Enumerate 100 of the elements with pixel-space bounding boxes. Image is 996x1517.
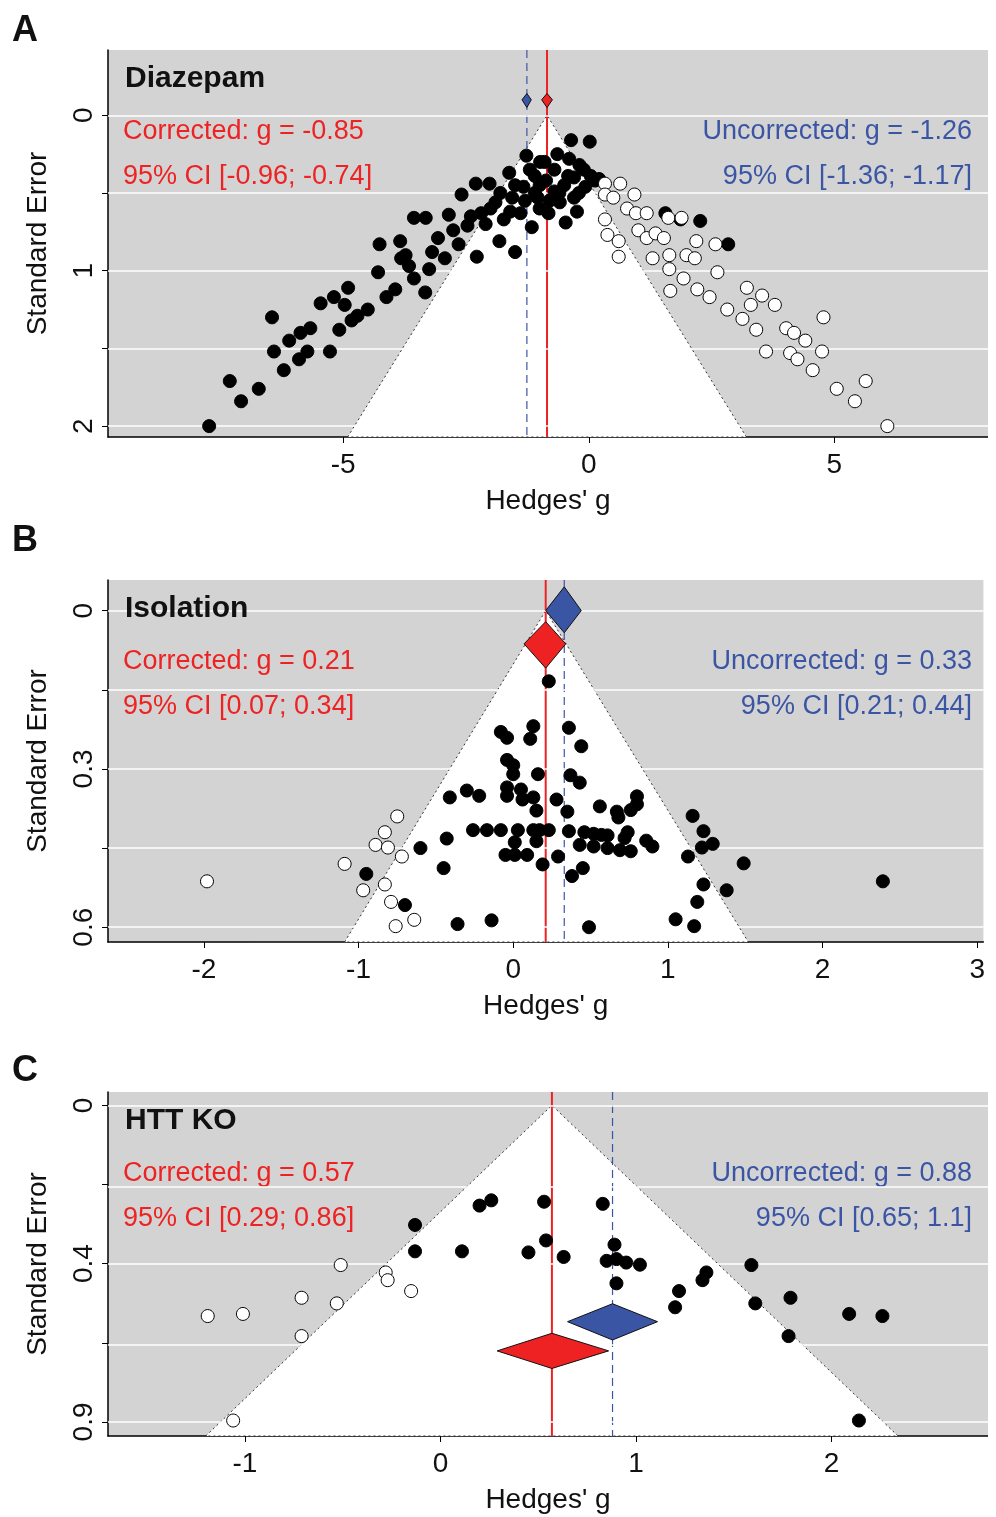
point xyxy=(539,1233,554,1248)
point xyxy=(829,381,844,396)
text: C xyxy=(12,1047,38,1089)
text: A xyxy=(12,7,38,49)
point xyxy=(880,419,895,434)
y-tick-label: 0 xyxy=(66,107,98,124)
point xyxy=(662,248,677,263)
annotation: 95% CI [0.07; 0.34] xyxy=(123,689,355,720)
y-axis-title: Standard Error xyxy=(20,669,52,853)
x-tick-label: 5 xyxy=(826,447,843,479)
point xyxy=(816,310,831,325)
annotation: Uncorrected: g = 0.33 xyxy=(711,644,972,675)
point xyxy=(858,374,873,389)
x-tick-label: 1 xyxy=(660,952,676,984)
annotation: Uncorrected: g = 0.88 xyxy=(711,1156,972,1187)
point xyxy=(690,282,705,297)
chart-title: HTT KO xyxy=(125,1101,237,1135)
point xyxy=(408,1244,423,1259)
y-tick-label: 1 xyxy=(66,262,98,279)
point xyxy=(645,251,660,266)
x-tick-label: -5 xyxy=(330,447,356,479)
x-tick-label: -1 xyxy=(232,1446,258,1478)
y-tick-label: 0 xyxy=(66,602,98,619)
point xyxy=(632,1257,647,1272)
point xyxy=(708,237,723,252)
point xyxy=(628,206,643,221)
y-tick-label: 0.6 xyxy=(66,907,98,947)
point xyxy=(749,322,764,337)
point xyxy=(484,1193,499,1208)
point xyxy=(687,251,702,266)
point xyxy=(699,1265,714,1280)
point xyxy=(787,325,802,340)
point xyxy=(380,840,395,855)
x-tick-label: -1 xyxy=(346,952,372,984)
point xyxy=(200,874,214,889)
point xyxy=(842,1306,857,1321)
point xyxy=(702,290,717,305)
point xyxy=(521,1245,536,1260)
point xyxy=(748,1296,763,1311)
point xyxy=(815,344,830,359)
annotation: 95% CI [0.29; 0.86] xyxy=(123,1201,355,1232)
point xyxy=(368,837,383,852)
point xyxy=(609,1276,624,1291)
point xyxy=(472,1198,487,1213)
annotation: Corrected: g = 0.21 xyxy=(123,644,355,675)
x-tick-label: 0 xyxy=(432,1446,449,1478)
point xyxy=(595,1196,610,1211)
annotation: 95% CI [-1.36; -1.17] xyxy=(722,159,973,190)
y-tick-label: 0 xyxy=(66,1097,98,1114)
point xyxy=(744,1258,759,1273)
annotation: 95% CI [-0.96; -0.74] xyxy=(123,159,373,190)
point xyxy=(613,176,628,191)
point xyxy=(847,394,862,409)
point xyxy=(739,280,754,295)
point xyxy=(454,1244,469,1259)
point xyxy=(743,297,758,312)
point xyxy=(333,1258,348,1273)
chart-title: Isolation xyxy=(125,589,249,623)
point xyxy=(710,265,725,280)
point xyxy=(408,1217,423,1232)
point xyxy=(356,883,371,898)
point xyxy=(656,231,671,246)
point xyxy=(790,352,805,367)
x-tick-label: 2 xyxy=(814,952,831,984)
y-axis-title: Standard Error xyxy=(20,1172,52,1356)
point xyxy=(661,210,676,225)
chart-title: Diazepam xyxy=(125,59,266,93)
point xyxy=(537,1194,552,1209)
point xyxy=(235,1306,250,1321)
point xyxy=(759,344,774,359)
point xyxy=(294,1329,309,1344)
point xyxy=(668,1300,683,1315)
point xyxy=(735,311,750,326)
y-tick-label: 0.4 xyxy=(66,1244,98,1284)
x-tick-label: 2 xyxy=(823,1446,840,1478)
point xyxy=(619,1255,634,1270)
point xyxy=(663,283,678,298)
point xyxy=(639,206,654,221)
point xyxy=(606,190,621,205)
point xyxy=(767,297,782,312)
point xyxy=(662,262,677,277)
point xyxy=(875,1309,890,1324)
point xyxy=(672,1284,687,1299)
point xyxy=(390,809,405,824)
point xyxy=(607,1237,622,1252)
point xyxy=(781,1329,796,1344)
point xyxy=(755,288,770,303)
x-axis-title: Hedges' g xyxy=(485,483,611,515)
point xyxy=(783,1290,798,1305)
y-tick-label: 0.3 xyxy=(66,749,98,789)
y-tick-label: 2 xyxy=(66,418,98,434)
point xyxy=(329,1296,344,1311)
annotation: Corrected: g = 0.57 xyxy=(123,1156,355,1187)
annotation: Corrected: g = -0.85 xyxy=(123,114,364,145)
point xyxy=(805,363,820,378)
point xyxy=(798,333,813,348)
text: B xyxy=(12,517,38,559)
point xyxy=(200,1309,215,1324)
point xyxy=(676,271,691,286)
point xyxy=(377,825,392,840)
